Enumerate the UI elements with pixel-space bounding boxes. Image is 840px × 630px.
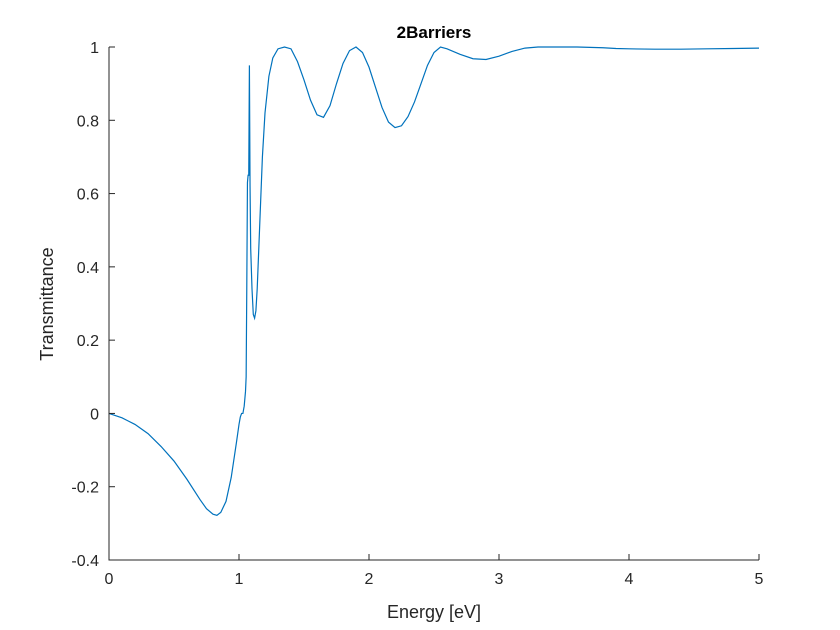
y-tick-label: 1 xyxy=(90,40,99,57)
y-tick-label: 0.8 xyxy=(77,113,99,130)
series-line xyxy=(108,46,760,516)
y-tick-label: 0 xyxy=(90,406,99,423)
y-axis-label: Transmittance xyxy=(37,247,57,360)
x-axis: 0 1 2 3 4 5 xyxy=(105,554,764,588)
y-tick-label: -0.4 xyxy=(71,553,99,570)
y-tick-label: 0.2 xyxy=(77,333,99,350)
plot-area: 0 1 2 3 4 5 -0.4 -0.2 0 0.2 0.4 0.6 0.8 1 xyxy=(71,40,763,588)
chart-title: 2Barriers xyxy=(397,23,472,42)
y-tick-label: -0.2 xyxy=(71,480,99,497)
x-tick-label: 1 xyxy=(235,571,244,588)
x-tick-label: 4 xyxy=(625,571,634,588)
x-tick-label: 5 xyxy=(755,571,764,588)
x-tick-label: 0 xyxy=(105,571,114,588)
x-axis-label: Energy [eV] xyxy=(387,602,481,622)
x-tick-label: 3 xyxy=(495,571,504,588)
y-axis: -0.4 -0.2 0 0.2 0.4 0.6 0.8 1 xyxy=(71,40,115,570)
y-tick-label: 0.6 xyxy=(77,187,99,204)
y-tick-label: 0.4 xyxy=(77,260,99,277)
x-tick-label: 2 xyxy=(365,571,374,588)
